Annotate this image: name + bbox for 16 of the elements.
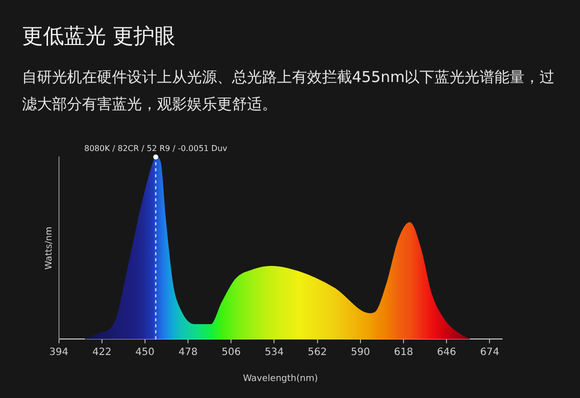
x-tick-label: 590 [350, 346, 370, 358]
x-tick-label: 646 [437, 346, 456, 358]
x-tick-label: 562 [308, 346, 327, 358]
y-axis-title: Watts/nm [44, 226, 55, 270]
x-tick-label: 674 [480, 346, 500, 358]
x-tick-label: 478 [178, 346, 198, 358]
x-tick-label: 422 [92, 346, 112, 358]
x-tick-label: 618 [394, 346, 414, 358]
x-tick-label: 394 [49, 346, 68, 358]
x-tick-label: 534 [264, 346, 284, 358]
ref-line-label: 8080K / 82CR / 52 R9 / -0.0051 Duv [84, 144, 228, 154]
chart-subtitle: 自研光机在硬件设计上从光源、总光路上有效拦截455nm以下蓝光光谱能量，过滤大部分有害蓝光，观影娱乐更舒适。 [22, 67, 556, 115]
x-axis-title: Wavelength(nm) [242, 374, 318, 384]
chart-title: 更低蓝光 更护眼 [22, 23, 176, 50]
x-tick-label: 506 [222, 346, 241, 358]
x-tick-label: 450 [135, 346, 155, 358]
